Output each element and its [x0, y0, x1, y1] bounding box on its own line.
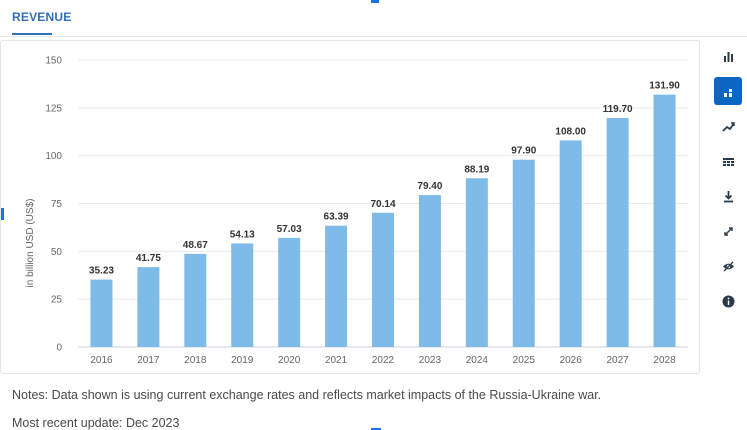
bar-value-label: 63.39 — [324, 212, 349, 223]
bar-2023[interactable] — [418, 195, 441, 347]
x-tick-label: 2020 — [278, 355, 301, 366]
bar-value-label: 131.90 — [649, 81, 680, 92]
x-tick-label: 2017 — [137, 355, 160, 366]
y-tick-label: 0 — [56, 343, 62, 354]
table-icon — [722, 157, 734, 166]
x-tick-label: 2024 — [466, 355, 489, 366]
x-tick-label: 2028 — [653, 355, 676, 366]
revenue-bar-chart: in billion USD (US$) 0 25 50 75 100 125 150 35.… — [0, 40, 700, 374]
tab-divider — [0, 36, 747, 37]
bar-value-label: 97.90 — [511, 146, 536, 157]
bar-value-label: 108.00 — [555, 126, 586, 137]
bar-chart-icon — [723, 51, 733, 62]
bar-2016[interactable] — [90, 279, 113, 347]
expand-button[interactable] — [714, 217, 742, 245]
y-axis-label: in billion USD (US$) — [25, 199, 36, 288]
x-tick-label: 2026 — [560, 355, 583, 366]
eye-hide-icon — [722, 261, 734, 271]
x-tick-label: 2019 — [231, 355, 254, 366]
tab-revenue[interactable]: REVENUE — [12, 10, 72, 24]
y-tick-label: 25 — [51, 295, 63, 306]
bar-2028[interactable] — [653, 94, 676, 347]
y-tick-label: 75 — [51, 199, 63, 210]
x-tick-label: 2022 — [372, 355, 395, 366]
x-tick-label: 2016 — [90, 355, 113, 366]
info-icon — [722, 295, 734, 307]
download-icon — [723, 190, 733, 202]
stacked-chart-button[interactable] — [714, 77, 742, 105]
bar-2019[interactable] — [231, 243, 254, 347]
bar-2024[interactable] — [465, 178, 488, 347]
bar-value-label: 35.23 — [89, 266, 114, 277]
trend-line-icon — [721, 121, 735, 132]
bar-2027[interactable] — [606, 117, 629, 347]
eye-hide-button[interactable] — [714, 252, 742, 280]
bar-value-label: 41.75 — [136, 253, 161, 264]
x-tick-label: 2018 — [184, 355, 207, 366]
bar-value-label: 57.03 — [277, 224, 302, 235]
stacked-chart-icon — [723, 88, 732, 97]
bar-2025[interactable] — [512, 159, 535, 347]
bar-value-label: 88.19 — [464, 164, 489, 175]
bar-value-label: 70.14 — [370, 199, 395, 210]
top-edge-marker — [371, 0, 379, 3]
expand-icon — [723, 226, 733, 236]
left-edge-marker — [0, 208, 4, 220]
bar-value-label: 54.13 — [230, 229, 255, 240]
bar-2021[interactable] — [325, 225, 348, 347]
bar-chart-button[interactable] — [714, 42, 742, 70]
bottom-edge-marker — [371, 428, 381, 430]
chart-toolbar — [713, 42, 743, 322]
download-button[interactable] — [714, 182, 742, 210]
tab-bar: REVENUE — [0, 0, 747, 36]
bar-value-label: 119.70 — [603, 104, 633, 115]
bar-value-label: 79.40 — [417, 181, 442, 192]
chart-notes: Notes: Data shown is using current excha… — [12, 388, 602, 402]
bar-2020[interactable] — [278, 237, 301, 347]
x-tick-label: 2023 — [419, 355, 442, 366]
x-tick-label: 2021 — [325, 355, 348, 366]
bar-2018[interactable] — [184, 253, 207, 347]
x-tick-label: 2027 — [606, 355, 629, 366]
y-tick-label: 50 — [51, 247, 63, 258]
info-button[interactable] — [714, 287, 742, 315]
bar-2022[interactable] — [372, 212, 394, 347]
chart-frame — [0, 40, 700, 374]
trend-line-button[interactable] — [714, 112, 742, 140]
x-tick-label: 2025 — [513, 355, 536, 366]
bar-2026[interactable] — [559, 140, 582, 347]
y-tick-label: 125 — [45, 103, 62, 114]
table-button[interactable] — [714, 147, 742, 175]
y-tick-label: 100 — [45, 151, 62, 162]
last-update: Most recent update: Dec 2023 — [12, 416, 180, 430]
y-tick-label: 150 — [45, 56, 62, 67]
tab-active-underline — [12, 33, 52, 35]
bar-value-label: 48.67 — [183, 240, 208, 251]
bar-2017[interactable] — [137, 267, 160, 347]
